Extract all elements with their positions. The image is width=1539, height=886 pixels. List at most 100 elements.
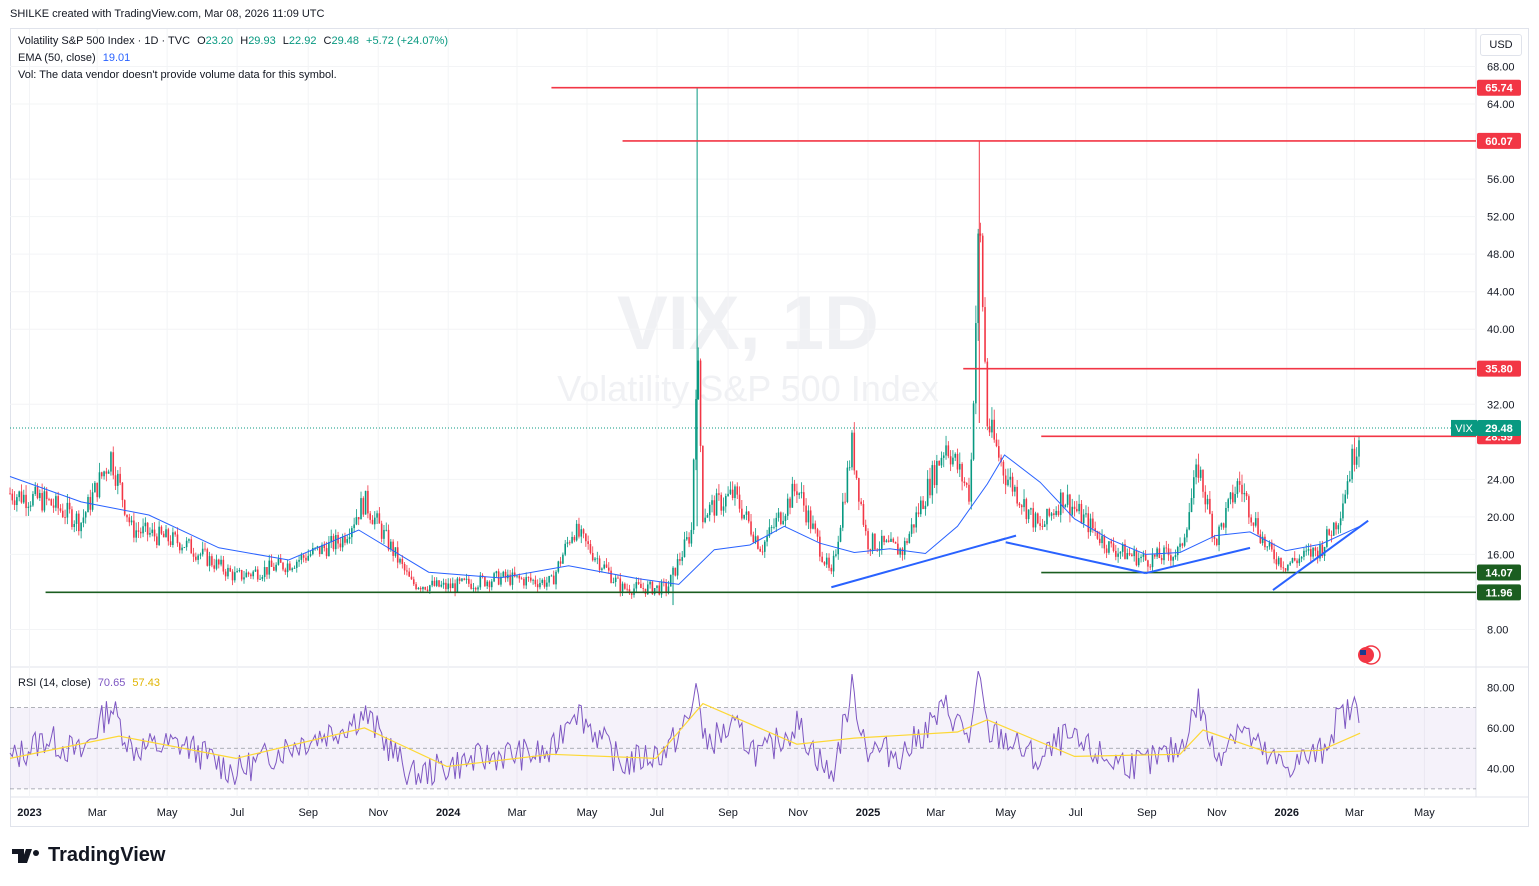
- candle-body: [71, 509, 73, 527]
- candle-body: [183, 547, 186, 548]
- candle-body: [1268, 542, 1271, 547]
- x-tick-label: Mar: [88, 807, 107, 819]
- candle-body: [1271, 542, 1273, 550]
- candle-body: [610, 570, 612, 583]
- legend-ema: EMA (50, close) 19.01: [18, 52, 134, 64]
- candle-body: [559, 561, 562, 564]
- candle-body: [1261, 536, 1264, 544]
- candle-body: [293, 567, 296, 569]
- candle-body: [378, 513, 381, 524]
- y-tick-label: 56.00: [1487, 174, 1515, 186]
- candle-body: [105, 471, 108, 474]
- candle-body: [816, 529, 819, 537]
- candle-body: [722, 506, 725, 511]
- candle-body: [438, 580, 440, 587]
- level-badge-35.80: [1477, 360, 1521, 377]
- us-flag-icon-canton: [1360, 650, 1366, 655]
- candle-body: [1229, 492, 1232, 500]
- candle-body: [555, 571, 557, 585]
- candle-body: [1245, 492, 1248, 497]
- candle-body: [211, 556, 213, 566]
- candle-body: [1291, 558, 1294, 563]
- candle-body: [1248, 496, 1250, 518]
- candle-body: [867, 531, 869, 550]
- candle-body: [1250, 517, 1252, 523]
- candle-body: [1211, 513, 1213, 538]
- candle-body: [589, 543, 592, 553]
- candle-body: [706, 515, 709, 518]
- candle-body: [1151, 554, 1154, 568]
- candle-body: [367, 490, 369, 514]
- candle-body: [681, 557, 684, 561]
- candle-body: [880, 535, 883, 549]
- candle-body: [465, 578, 468, 580]
- rsi-ma-value: 57.43: [132, 677, 160, 689]
- candle-body: [112, 452, 115, 476]
- candle-body: [906, 541, 908, 544]
- candle-body: [768, 527, 771, 537]
- candle-body: [959, 463, 961, 470]
- candle-body: [752, 534, 755, 543]
- ema-label[interactable]: EMA (50, close): [18, 52, 96, 64]
- candle-body: [1277, 557, 1280, 565]
- candle-body: [688, 537, 690, 544]
- candle-body: [167, 529, 170, 542]
- candle-body: [738, 494, 741, 509]
- candle-body: [1066, 494, 1069, 505]
- candle-body: [215, 559, 218, 569]
- legend-symbol[interactable]: Volatility S&P 500 Index · 1D · TVC: [18, 35, 191, 47]
- candle-body: [1160, 557, 1163, 561]
- candle-body: [784, 515, 787, 521]
- candle-body: [839, 527, 842, 542]
- candle-body: [484, 577, 486, 587]
- candle-body: [853, 432, 856, 471]
- candle-body: [1023, 499, 1025, 508]
- candle-body: [899, 548, 901, 555]
- x-tick-label: Sep: [718, 807, 738, 819]
- candle-body: [642, 588, 645, 589]
- candle-body: [406, 570, 408, 572]
- rsi-label[interactable]: RSI (14, close): [18, 677, 91, 689]
- candle-body: [91, 492, 94, 510]
- candle-body: [298, 559, 300, 562]
- candle-body: [376, 513, 378, 518]
- candle-body: [16, 497, 18, 506]
- candle-body: [619, 578, 622, 593]
- candle-body: [495, 571, 498, 574]
- candle-body: [84, 512, 87, 518]
- candle-body: [546, 582, 548, 587]
- candle-body: [1000, 457, 1002, 462]
- candle-body: [582, 529, 585, 534]
- candle-body: [181, 547, 183, 551]
- candle-body: [431, 580, 433, 586]
- candle-body: [1179, 543, 1181, 548]
- candle-body: [408, 571, 410, 577]
- candle-body: [39, 493, 41, 499]
- candle-body: [64, 517, 66, 518]
- candle-body: [825, 557, 828, 565]
- candle-body: [68, 502, 71, 510]
- candle-body: [57, 496, 59, 509]
- candle-body: [1018, 503, 1021, 506]
- candle-body: [862, 504, 865, 525]
- candle-body: [1030, 508, 1032, 510]
- candle-body: [20, 491, 23, 503]
- legend-change: +5.72 (+24.07%): [366, 35, 448, 47]
- candle-body: [782, 520, 784, 525]
- candle-body: [699, 360, 702, 446]
- candle-body: [1071, 506, 1074, 515]
- candle-body: [87, 496, 89, 513]
- candle-body: [153, 529, 156, 537]
- candle-body: [190, 539, 193, 554]
- candle-body: [328, 542, 330, 557]
- candle-body: [1351, 448, 1353, 480]
- candle-body: [412, 579, 415, 585]
- candle-body: [1128, 553, 1131, 555]
- candle-body: [603, 564, 606, 569]
- currency-button[interactable]: USD: [1480, 34, 1522, 56]
- candle-body: [1220, 523, 1223, 527]
- candle-body: [729, 489, 732, 494]
- candle-body: [373, 517, 376, 525]
- candle-body: [1332, 522, 1335, 536]
